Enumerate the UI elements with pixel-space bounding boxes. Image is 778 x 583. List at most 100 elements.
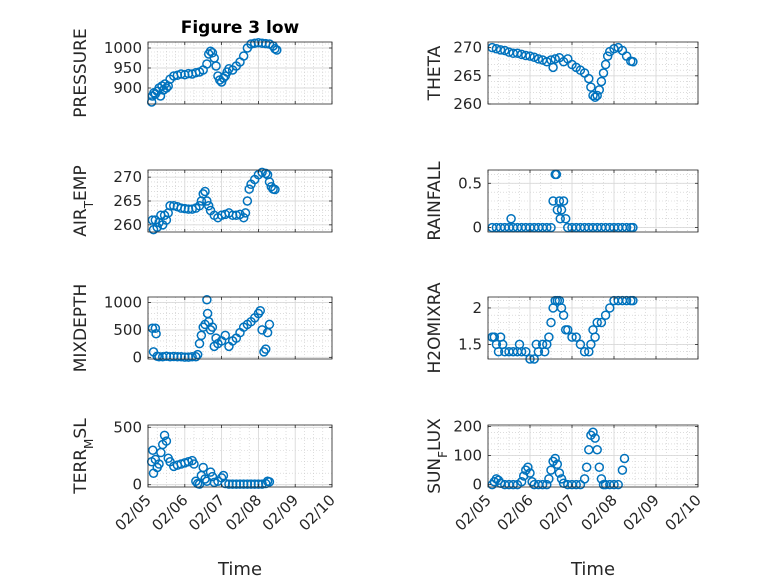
- y-tick-label: 1000: [104, 293, 142, 311]
- data-point: [151, 329, 161, 339]
- data-point: [525, 51, 535, 61]
- data-point: [560, 213, 571, 224]
- y-tick-label: 270: [113, 168, 142, 186]
- y-tick-label: 0: [132, 348, 142, 366]
- data-point: [264, 319, 275, 330]
- data-point: [506, 213, 516, 224]
- data-point: [257, 325, 267, 335]
- data-point: [242, 196, 253, 206]
- data-point: [211, 61, 221, 71]
- panel-h2omixra: 1.5 2 H2OMIXRA: [425, 282, 699, 374]
- data-point: [240, 208, 251, 218]
- data-point: [202, 294, 212, 305]
- data-point: [556, 474, 567, 484]
- y-tick-label: 200: [453, 417, 482, 435]
- data-point: [493, 346, 504, 357]
- data-point: [542, 222, 552, 233]
- data-point: [609, 479, 619, 490]
- data-point: [159, 430, 170, 441]
- y-tick-label: 265: [113, 192, 142, 210]
- data-point: [211, 333, 221, 343]
- axes-box: [487, 169, 699, 233]
- data-point: [187, 352, 197, 362]
- data-point: [546, 222, 556, 233]
- data-point: [244, 184, 254, 194]
- data-point: [500, 45, 510, 56]
- data-point: [605, 303, 615, 313]
- data-point: [581, 462, 592, 472]
- data-point: [207, 48, 218, 58]
- data-point: [533, 54, 544, 64]
- y-tick-label: 0: [132, 476, 142, 494]
- data-point: [590, 332, 600, 342]
- data-point: [200, 186, 210, 197]
- data-point: [189, 459, 199, 469]
- data-point: [596, 76, 607, 87]
- data-point: [558, 310, 569, 320]
- axes-box: [147, 41, 333, 105]
- y-tick-label: 1.5: [458, 335, 482, 353]
- data-point: [238, 51, 249, 61]
- data-point: [533, 346, 544, 357]
- panel-air_temp: 260 265 270 AIRTEMP: [71, 165, 333, 237]
- data-point: [586, 339, 596, 350]
- data-point: [542, 56, 552, 67]
- data-point: [203, 201, 214, 211]
- data-point: [255, 305, 265, 316]
- data-point: [261, 168, 271, 179]
- y-axis-label: H2OMIXRA: [425, 282, 445, 373]
- data-point: [552, 205, 563, 215]
- data-point: [619, 453, 630, 464]
- data-point: [264, 477, 275, 487]
- data-point: [600, 59, 611, 70]
- data-point: [590, 433, 600, 443]
- data-point: [596, 317, 607, 328]
- data-point: [567, 332, 577, 342]
- y-axis-label: MIXDEPTH: [71, 284, 91, 373]
- data-point: [594, 462, 605, 472]
- data-point: [516, 346, 527, 357]
- y-tick-label: 270: [453, 39, 482, 57]
- data-point: [555, 213, 565, 224]
- x-axis-label: Time: [217, 559, 262, 580]
- data-point: [521, 346, 531, 357]
- data-point: [537, 479, 548, 490]
- axes-box: [487, 424, 699, 488]
- y-tick-label: 900: [113, 79, 142, 97]
- axes-box: [147, 424, 333, 488]
- data-point: [544, 332, 554, 342]
- y-tick-label: 500: [113, 418, 142, 436]
- data-point: [588, 90, 598, 101]
- data-point: [600, 310, 611, 320]
- data-point: [584, 73, 594, 84]
- y-tick-label: 265: [453, 67, 482, 85]
- data-point: [592, 90, 602, 101]
- axes-box: [147, 296, 333, 360]
- data-point: [205, 467, 216, 477]
- data-point: [571, 332, 581, 342]
- y-axis-label: AIRTEMP: [71, 165, 96, 236]
- data-point: [617, 465, 628, 475]
- y-tick-label: 950: [113, 59, 142, 77]
- y-tick-label: 0: [472, 219, 482, 237]
- y-tick-label: 2: [472, 299, 482, 317]
- panel-rainfall: 0 0.5 RAINFALL: [425, 161, 699, 241]
- data-point: [163, 81, 173, 91]
- data-point: [548, 62, 558, 73]
- y-tick-label: 0.5: [458, 174, 482, 192]
- chart-title: Figure 3 low: [181, 18, 300, 38]
- data-point: [529, 52, 539, 62]
- data-point: [621, 222, 632, 233]
- axes-box: [487, 41, 699, 105]
- y-tick-label: 260: [113, 216, 142, 234]
- data-point: [154, 459, 164, 469]
- data-point: [544, 474, 554, 484]
- data-point: [495, 45, 506, 55]
- y-tick-label: 1000: [104, 39, 142, 57]
- data-point: [592, 444, 602, 455]
- data-point: [546, 317, 556, 328]
- data-point: [525, 468, 535, 478]
- data-point: [575, 339, 586, 350]
